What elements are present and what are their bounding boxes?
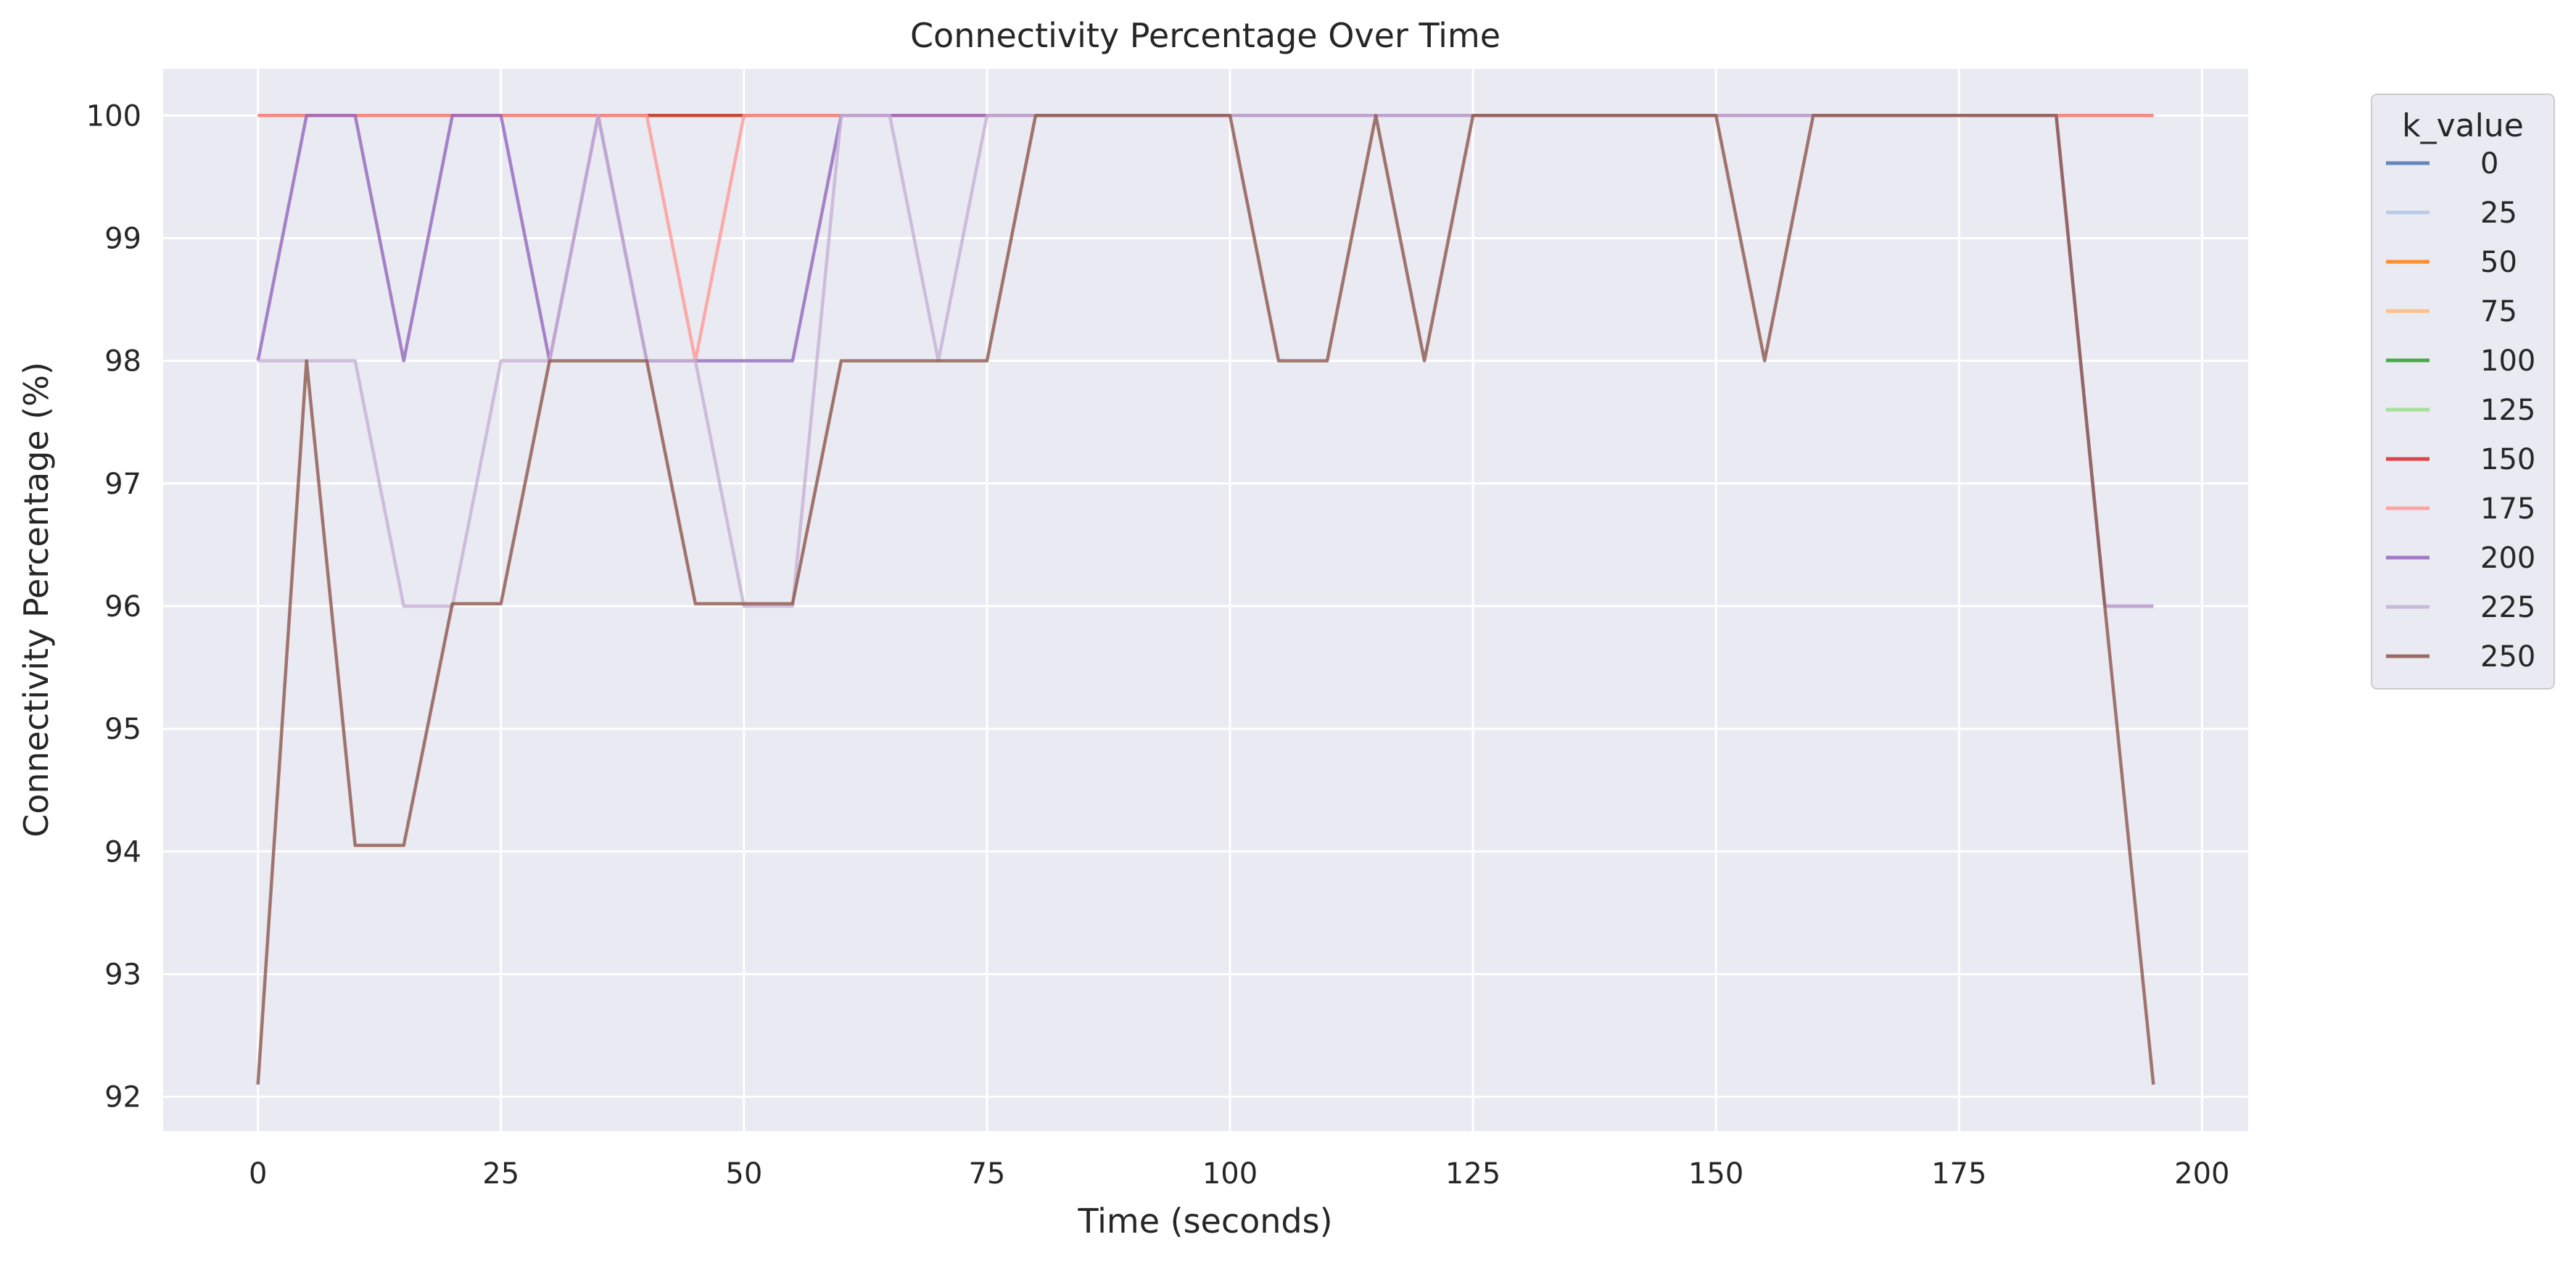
y-tick-label: 94 (104, 835, 141, 869)
x-tick-label: 200 (2174, 1157, 2229, 1191)
y-tick-label: 93 (104, 958, 141, 991)
legend-label: 200 (2480, 542, 2535, 575)
legend-title: k_value (2402, 107, 2524, 144)
y-tick-label: 92 (104, 1081, 141, 1114)
legend-label: 0 (2480, 147, 2498, 181)
x-tick-label: 150 (1688, 1157, 1743, 1191)
legend-label: 175 (2480, 492, 2535, 526)
legend-label: 250 (2480, 640, 2535, 674)
legend: k_value 0 25 50 75 100 125 150 175 200 225 250 (2371, 94, 2555, 690)
x-tick-label: 25 (482, 1157, 519, 1191)
legend-item-k-175: 175 (2386, 492, 2535, 526)
plot-background (163, 69, 2248, 1131)
x-tick-label: 100 (1202, 1157, 1258, 1191)
legend-label: 25 (2480, 196, 2517, 230)
legend-frame (2371, 94, 2555, 690)
legend-item-k-200: 200 (2386, 542, 2535, 575)
x-tick-label: 75 (968, 1157, 1005, 1191)
y-tick-label: 97 (104, 468, 141, 501)
legend-label: 100 (2480, 344, 2535, 378)
y-axis-label: Connectivity Percentage (%) (17, 362, 56, 837)
legend-item-k-100: 100 (2386, 344, 2535, 378)
y-tick-label: 100 (86, 99, 141, 133)
x-axis-label: Time (seconds) (1077, 1201, 1332, 1241)
legend-item-k-75: 75 (2386, 295, 2517, 328)
x-tick-labels: 0 25 50 75 100 125 150 175 200 (249, 1157, 2230, 1191)
legend-item-k-150: 150 (2386, 443, 2535, 476)
x-tick-label: 0 (249, 1157, 267, 1191)
x-tick-label: 175 (1931, 1157, 1986, 1191)
legend-label: 125 (2480, 394, 2535, 427)
legend-item-k-0: 0 (2386, 147, 2498, 181)
series-line-k-250 (256, 114, 2155, 1085)
legend-item-k-125: 125 (2386, 394, 2535, 427)
y-tick-label: 96 (104, 590, 141, 624)
legend-item-k-50: 50 (2386, 246, 2517, 279)
x-tick-label: 125 (1445, 1157, 1500, 1191)
legend-item-k-225: 225 (2386, 591, 2535, 624)
y-tick-label: 98 (104, 345, 141, 378)
series-lines (256, 114, 2155, 1085)
legend-label: 75 (2480, 295, 2517, 328)
y-tick-label: 95 (104, 713, 141, 746)
legend-item-k-250: 250 (2386, 640, 2535, 674)
y-tick-labels: 92 93 94 95 96 97 98 99 100 (86, 99, 141, 1114)
legend-label: 225 (2480, 591, 2535, 624)
legend-items: 0 25 50 75 100 125 150 175 200 225 250 (2386, 147, 2535, 674)
legend-label: 50 (2480, 246, 2517, 279)
legend-label: 150 (2480, 443, 2535, 476)
chart-title: Connectivity Percentage Over Time (910, 16, 1500, 55)
x-tick-label: 50 (725, 1157, 762, 1191)
legend-item-k-25: 25 (2386, 196, 2517, 230)
y-tick-label: 99 (104, 222, 141, 255)
